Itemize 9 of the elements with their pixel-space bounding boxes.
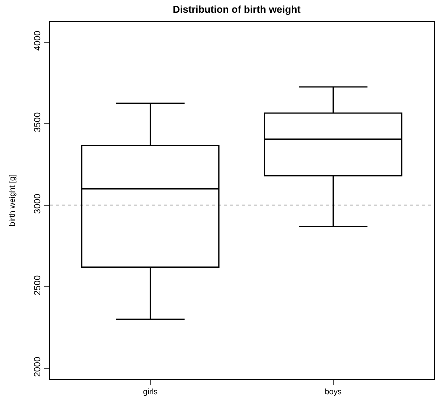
y-tick-label: 4000	[32, 31, 42, 52]
y-tick-label: 2500	[32, 276, 42, 296]
x-tick-label: girls	[143, 388, 158, 397]
y-tick-label: 3500	[32, 112, 42, 133]
chart-title: Distribution of birth weight	[173, 5, 302, 16]
y-tick-label: 3000	[32, 194, 42, 214]
y-tick-label: 2000	[32, 357, 42, 378]
x-tick-label: boys	[324, 388, 342, 397]
y-axis-title: birth weight [g]	[8, 174, 18, 227]
